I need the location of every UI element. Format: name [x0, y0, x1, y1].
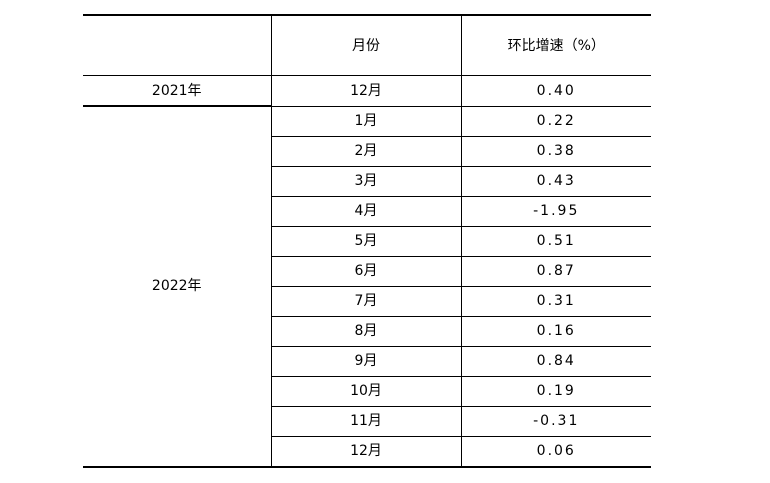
growth-table: 月份 环比增速（%） 2021年 12月 0.40 2022年 1月 0.22 2月 0.38…	[83, 14, 651, 468]
month-cell: 9月	[271, 346, 462, 377]
month-cell: 12月	[270, 75, 462, 107]
table-row: 11月 -0.31	[83, 406, 651, 437]
table-row: 2月 0.38	[83, 136, 651, 167]
growth-value-cell: 0.51	[460, 226, 651, 257]
table-row: 8月 0.16	[83, 316, 651, 347]
month-cell: 10月	[271, 376, 462, 407]
table-row: 10月 0.19	[83, 376, 651, 407]
year-cell: 2022年	[83, 106, 272, 468]
growth-value-cell: 0.19	[460, 376, 651, 407]
table-row: 2022年 1月 0.22	[83, 106, 651, 468]
growth-value-cell: 0.31	[460, 286, 651, 317]
table-row: 6月 0.87	[83, 256, 651, 287]
growth-value-cell: -0.31	[460, 406, 651, 437]
month-cell: 4月	[271, 196, 462, 227]
table-header: 月份 环比增速（%）	[83, 14, 651, 76]
month-cell: 2月	[271, 136, 462, 167]
growth-value-cell: 0.84	[460, 346, 651, 377]
table-row: 12月 0.06	[83, 436, 651, 468]
growth-value-cell: 0.06	[460, 436, 651, 468]
table-row: 2021年 12月 0.40	[83, 75, 651, 107]
month-cell: 6月	[271, 256, 462, 287]
month-cell: 8月	[271, 316, 462, 347]
growth-value-cell: 0.40	[460, 75, 651, 107]
month-cell: 1月	[270, 106, 462, 137]
month-cell: 11月	[271, 406, 462, 437]
growth-value-cell: 0.16	[460, 316, 651, 347]
growth-value-cell: 0.38	[460, 136, 651, 167]
table-row: 4月 -1.95	[83, 196, 651, 227]
table-row: 7月 0.31	[83, 286, 651, 317]
growth-value-cell: 0.43	[460, 166, 651, 197]
table-row: 3月 0.43	[83, 166, 651, 197]
year-column-header	[83, 14, 272, 76]
month-cell: 12月	[271, 436, 462, 468]
table-body: 2021年 12月 0.40 2022年 1月 0.22 2月 0.38 3月 0.43 4月 -1.…	[83, 75, 651, 468]
month-column-header: 月份	[270, 14, 462, 76]
month-cell: 5月	[271, 226, 462, 257]
growth-column-header: 环比增速（%）	[460, 14, 651, 76]
table-row: 9月 0.84	[83, 346, 651, 377]
month-cell: 7月	[271, 286, 462, 317]
growth-value-cell: 0.87	[460, 256, 651, 287]
header-row: 月份 环比增速（%）	[83, 14, 651, 76]
growth-value-cell: 0.22	[460, 106, 651, 137]
month-cell: 3月	[271, 166, 462, 197]
growth-value-cell: -1.95	[460, 196, 651, 227]
year-cell: 2021年	[83, 75, 272, 107]
table-row: 5月 0.51	[83, 226, 651, 257]
